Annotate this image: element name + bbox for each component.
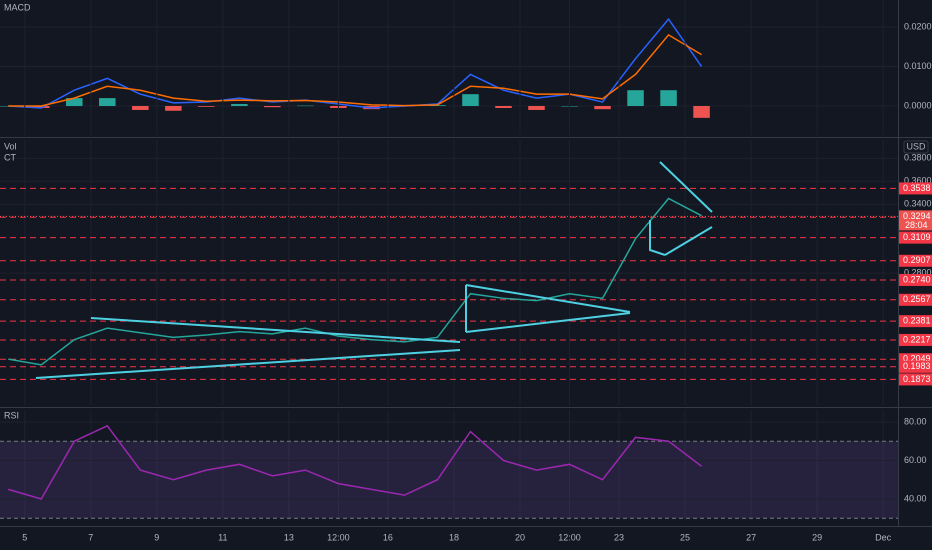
histogram-bar bbox=[462, 94, 479, 107]
level-label-bg bbox=[899, 182, 932, 195]
panel-title: RSI bbox=[4, 410, 19, 420]
currency: USD bbox=[906, 141, 926, 151]
level-label-bg bbox=[899, 293, 932, 306]
countdown: 28:04 bbox=[905, 220, 928, 230]
level-label: 0.2381 bbox=[903, 316, 931, 326]
level-label-bg bbox=[899, 254, 932, 267]
level-label-bg bbox=[899, 273, 932, 286]
histogram-bar bbox=[693, 106, 710, 118]
histogram-bar bbox=[264, 106, 281, 108]
histogram-bar bbox=[297, 105, 314, 107]
trendline bbox=[649, 220, 666, 256]
level-label-bg bbox=[899, 360, 932, 373]
histogram-bar bbox=[198, 106, 215, 107]
histogram-bar bbox=[231, 104, 248, 107]
rsi-band bbox=[0, 441, 898, 519]
level-label: 0.1873 bbox=[903, 374, 931, 384]
trendline bbox=[664, 226, 713, 256]
level-label: 0.2567 bbox=[903, 294, 931, 304]
level-label-bg bbox=[899, 373, 932, 386]
series-line bbox=[8, 424, 703, 500]
y-tick-label: 0.2800 bbox=[904, 267, 932, 277]
histogram-bar bbox=[495, 106, 512, 108]
histogram-bar bbox=[429, 105, 446, 107]
level-label: 0.3109 bbox=[903, 232, 931, 242]
x-tick-label: 18 bbox=[449, 532, 459, 542]
histogram-bar bbox=[528, 106, 545, 110]
level-label-bg bbox=[899, 231, 932, 244]
trendline bbox=[465, 284, 631, 313]
series-line bbox=[8, 197, 702, 366]
series-line bbox=[8, 33, 702, 107]
x-tick-label: Dec bbox=[875, 532, 892, 542]
level-label: 0.2217 bbox=[903, 334, 931, 344]
y-tick-label: 0.0000 bbox=[904, 100, 932, 110]
trendlines bbox=[35, 161, 713, 379]
x-tick-label: 7 bbox=[88, 532, 93, 542]
x-tick-label: 13 bbox=[284, 532, 294, 542]
trendline bbox=[90, 317, 461, 343]
currency-box bbox=[903, 140, 929, 154]
level-label-bg bbox=[899, 333, 932, 346]
histogram-bar bbox=[99, 98, 116, 107]
histogram-bar bbox=[66, 98, 83, 107]
series-line bbox=[8, 17, 703, 109]
level-label: 0.2049 bbox=[903, 354, 931, 364]
histogram-bar bbox=[33, 106, 50, 108]
y-tick-label: 0.0100 bbox=[904, 61, 932, 71]
last-price-label: 0.3294 bbox=[903, 211, 931, 221]
trendline bbox=[465, 312, 631, 333]
x-tick-label: 27 bbox=[746, 532, 756, 542]
x-tick-label: 5 bbox=[22, 532, 27, 542]
panel-title: Vol bbox=[4, 141, 17, 151]
x-tick-label: 20 bbox=[515, 532, 525, 542]
y-tick-label: 0.3800 bbox=[904, 153, 932, 163]
histogram-bar bbox=[660, 90, 677, 107]
level-label: 0.2907 bbox=[903, 255, 931, 265]
histogram-bar bbox=[165, 106, 182, 111]
y-tick-label: 0.3400 bbox=[904, 199, 932, 209]
last-price-bg bbox=[899, 210, 932, 231]
y-tick-label: 0.0200 bbox=[904, 21, 932, 31]
x-tick-label: 12:00 bbox=[558, 532, 581, 542]
level-label: 0.2740 bbox=[903, 274, 931, 284]
x-tick-label: 12:00 bbox=[327, 532, 350, 542]
histogram-bar bbox=[132, 106, 149, 110]
panel-title: MACD bbox=[4, 2, 31, 12]
level-label: 0.3538 bbox=[903, 183, 931, 193]
y-tick-label: 60.00 bbox=[904, 455, 927, 465]
y-tick-label: 40.00 bbox=[904, 493, 927, 503]
x-tick-label: 23 bbox=[614, 532, 624, 542]
x-tick-label: 9 bbox=[154, 532, 159, 542]
level-label: 0.1983 bbox=[903, 361, 931, 371]
y-tick-label: 0.3600 bbox=[904, 176, 932, 186]
level-label-bg bbox=[899, 315, 932, 328]
histogram-bar bbox=[594, 106, 611, 110]
histogram-bar bbox=[627, 90, 644, 107]
y-tick-label: 80.00 bbox=[904, 416, 927, 426]
x-tick-label: 29 bbox=[812, 532, 822, 542]
trendline bbox=[35, 349, 461, 379]
x-tick-label: 11 bbox=[218, 532, 227, 542]
trendline bbox=[659, 161, 713, 213]
x-tick-label: 25 bbox=[680, 532, 690, 542]
x-tick-label: 16 bbox=[383, 532, 393, 542]
symbol: CT bbox=[4, 152, 16, 162]
